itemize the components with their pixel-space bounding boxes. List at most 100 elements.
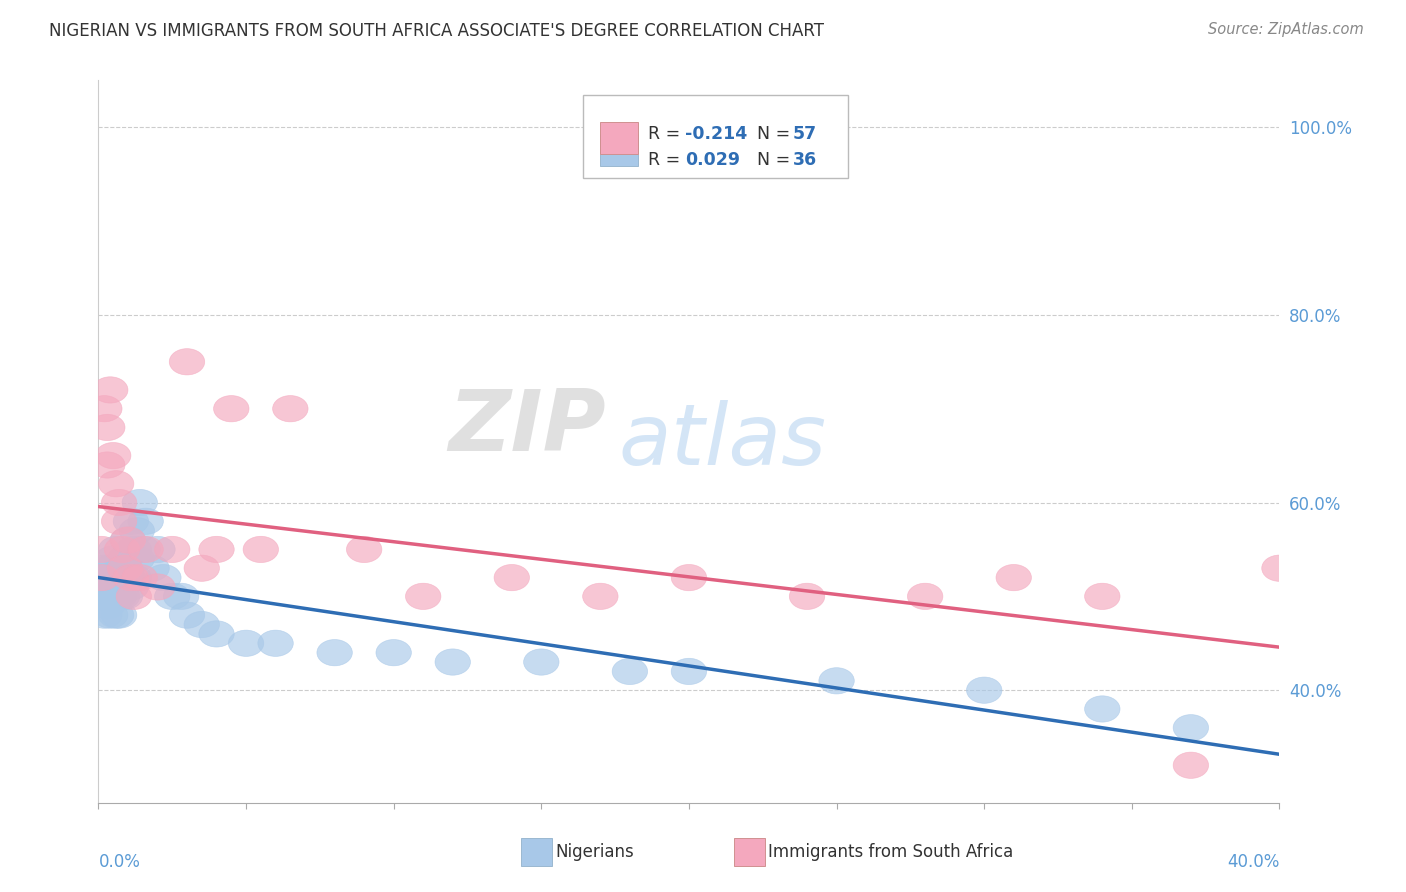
Ellipse shape bbox=[128, 536, 163, 563]
Ellipse shape bbox=[120, 517, 155, 544]
Ellipse shape bbox=[98, 602, 134, 628]
Ellipse shape bbox=[818, 668, 855, 694]
Ellipse shape bbox=[90, 583, 125, 609]
Ellipse shape bbox=[104, 583, 139, 609]
Text: 40.0%: 40.0% bbox=[1227, 854, 1279, 871]
Ellipse shape bbox=[98, 583, 134, 609]
Ellipse shape bbox=[612, 658, 648, 684]
Ellipse shape bbox=[523, 648, 560, 675]
Ellipse shape bbox=[104, 555, 139, 582]
Ellipse shape bbox=[114, 574, 149, 600]
Ellipse shape bbox=[90, 414, 125, 441]
FancyBboxPatch shape bbox=[600, 122, 638, 154]
Ellipse shape bbox=[93, 376, 128, 403]
Text: N =: N = bbox=[758, 151, 796, 169]
Ellipse shape bbox=[184, 611, 219, 638]
FancyBboxPatch shape bbox=[600, 135, 638, 166]
Ellipse shape bbox=[96, 546, 131, 572]
Ellipse shape bbox=[114, 508, 149, 534]
Ellipse shape bbox=[84, 565, 120, 591]
Ellipse shape bbox=[671, 565, 707, 591]
Ellipse shape bbox=[104, 565, 139, 591]
Ellipse shape bbox=[1084, 583, 1121, 609]
Ellipse shape bbox=[93, 574, 128, 600]
Ellipse shape bbox=[101, 490, 136, 516]
Ellipse shape bbox=[84, 565, 120, 591]
Text: R =: R = bbox=[648, 151, 685, 169]
Ellipse shape bbox=[273, 395, 308, 422]
Ellipse shape bbox=[139, 574, 176, 600]
Ellipse shape bbox=[1084, 696, 1121, 723]
Ellipse shape bbox=[90, 565, 125, 591]
Ellipse shape bbox=[101, 574, 136, 600]
Ellipse shape bbox=[346, 536, 382, 563]
Ellipse shape bbox=[671, 658, 707, 684]
Text: 0.0%: 0.0% bbox=[98, 854, 141, 871]
Ellipse shape bbox=[125, 536, 160, 563]
Ellipse shape bbox=[122, 565, 157, 591]
Text: N =: N = bbox=[758, 126, 796, 144]
Ellipse shape bbox=[134, 555, 169, 582]
Ellipse shape bbox=[155, 583, 190, 609]
Ellipse shape bbox=[101, 583, 136, 609]
FancyBboxPatch shape bbox=[522, 838, 553, 866]
Text: Nigerians: Nigerians bbox=[555, 843, 634, 861]
Ellipse shape bbox=[1261, 555, 1298, 582]
Ellipse shape bbox=[169, 349, 205, 375]
Ellipse shape bbox=[966, 677, 1002, 703]
Ellipse shape bbox=[87, 574, 122, 600]
Ellipse shape bbox=[117, 565, 152, 591]
Ellipse shape bbox=[128, 508, 163, 534]
Text: 36: 36 bbox=[793, 151, 817, 169]
Ellipse shape bbox=[90, 592, 125, 619]
Ellipse shape bbox=[117, 583, 152, 609]
Ellipse shape bbox=[122, 490, 157, 516]
Ellipse shape bbox=[110, 527, 146, 553]
Text: ZIP: ZIP bbox=[449, 385, 606, 468]
Text: Immigrants from South Africa: Immigrants from South Africa bbox=[768, 843, 1014, 861]
Ellipse shape bbox=[101, 602, 136, 628]
Text: Source: ZipAtlas.com: Source: ZipAtlas.com bbox=[1208, 22, 1364, 37]
Ellipse shape bbox=[184, 555, 219, 582]
Ellipse shape bbox=[98, 536, 134, 563]
Ellipse shape bbox=[96, 583, 131, 609]
Ellipse shape bbox=[98, 471, 134, 497]
Text: -0.214: -0.214 bbox=[685, 126, 748, 144]
Ellipse shape bbox=[1173, 752, 1209, 779]
Ellipse shape bbox=[96, 442, 131, 469]
Ellipse shape bbox=[110, 565, 146, 591]
Text: NIGERIAN VS IMMIGRANTS FROM SOUTH AFRICA ASSOCIATE'S DEGREE CORRELATION CHART: NIGERIAN VS IMMIGRANTS FROM SOUTH AFRICA… bbox=[49, 22, 824, 40]
Text: atlas: atlas bbox=[619, 400, 827, 483]
Ellipse shape bbox=[110, 527, 146, 553]
Ellipse shape bbox=[995, 565, 1032, 591]
Ellipse shape bbox=[214, 395, 249, 422]
Ellipse shape bbox=[107, 546, 143, 572]
Ellipse shape bbox=[494, 565, 530, 591]
FancyBboxPatch shape bbox=[734, 838, 765, 866]
Ellipse shape bbox=[93, 555, 128, 582]
Ellipse shape bbox=[90, 452, 125, 478]
Ellipse shape bbox=[243, 536, 278, 563]
Ellipse shape bbox=[117, 536, 152, 563]
Ellipse shape bbox=[434, 648, 471, 675]
Ellipse shape bbox=[375, 640, 412, 665]
Ellipse shape bbox=[907, 583, 943, 609]
Ellipse shape bbox=[87, 395, 122, 422]
Ellipse shape bbox=[228, 630, 264, 657]
Ellipse shape bbox=[114, 565, 149, 591]
Text: R =: R = bbox=[648, 126, 685, 144]
Ellipse shape bbox=[169, 602, 205, 628]
Ellipse shape bbox=[107, 555, 143, 582]
Ellipse shape bbox=[198, 621, 235, 647]
Ellipse shape bbox=[146, 565, 181, 591]
Text: 0.029: 0.029 bbox=[685, 151, 741, 169]
FancyBboxPatch shape bbox=[582, 95, 848, 178]
Ellipse shape bbox=[789, 583, 825, 609]
Ellipse shape bbox=[120, 546, 155, 572]
Ellipse shape bbox=[101, 565, 136, 591]
Ellipse shape bbox=[405, 583, 441, 609]
Ellipse shape bbox=[87, 602, 122, 628]
Ellipse shape bbox=[107, 583, 143, 609]
Ellipse shape bbox=[139, 536, 176, 563]
Ellipse shape bbox=[96, 565, 131, 591]
